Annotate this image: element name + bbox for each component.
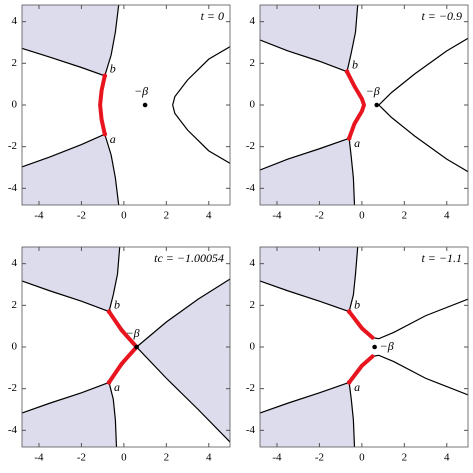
y-tick-label: 4 xyxy=(12,257,18,269)
x-tick-label: 2 xyxy=(402,210,408,222)
curve xyxy=(378,37,468,173)
panel: −β b a -4 -2 0 2 4 -4 -2 0 2 4 t = −1.1 xyxy=(246,246,469,464)
point xyxy=(372,344,377,350)
x-tick-label: -4 xyxy=(272,452,282,464)
y-tick-label: 0 xyxy=(250,341,256,353)
curve xyxy=(172,45,230,165)
x-tick-label: 2 xyxy=(402,452,408,464)
point xyxy=(346,380,352,385)
x-tick-label: 4 xyxy=(206,452,212,464)
x-tick-label: 0 xyxy=(359,452,365,464)
y-tick-label: 2 xyxy=(250,299,256,311)
y-tick-label: -4 xyxy=(246,424,256,436)
shaded-region xyxy=(22,133,120,205)
y-tick-label: -4 xyxy=(8,424,18,436)
point xyxy=(102,73,108,79)
y-tick-label: -4 xyxy=(246,182,256,194)
plot-area xyxy=(260,5,468,205)
y-tick-label: 4 xyxy=(250,15,256,27)
x-tick-label: 4 xyxy=(206,210,212,222)
point xyxy=(102,131,108,137)
point-label: a xyxy=(354,380,360,394)
y-tick-label: 4 xyxy=(12,15,18,27)
shaded-region xyxy=(22,5,120,77)
x-tick-label: -4 xyxy=(272,210,282,222)
y-tick-label: -2 xyxy=(246,382,255,394)
plot-area xyxy=(22,247,230,447)
panel: −β b a -4 -2 0 2 4 -4 -2 0 2 4 tc = −1.00054 xyxy=(8,246,231,464)
shaded-region xyxy=(22,247,121,313)
shaded-region xyxy=(260,5,359,73)
shaded-region xyxy=(135,278,230,443)
point xyxy=(134,344,139,350)
shaded-region xyxy=(260,137,356,205)
x-tick-label: -4 xyxy=(34,210,44,222)
x-tick-label: 0 xyxy=(121,452,127,464)
x-tick-label: -2 xyxy=(315,210,324,222)
plot-area xyxy=(22,5,230,205)
panel-title: t = −0.9 xyxy=(421,9,462,23)
point-label: b xyxy=(352,57,358,71)
point-label: −β xyxy=(134,84,148,98)
panel-title: t = 0 xyxy=(201,9,224,23)
panel-title: tc = −1.00054 xyxy=(154,251,224,265)
x-tick-label: 0 xyxy=(359,210,365,222)
y-tick-label: -2 xyxy=(8,140,17,152)
y-tick-label: -2 xyxy=(246,140,255,152)
branch-cut xyxy=(98,73,107,137)
point-label: b xyxy=(110,62,116,76)
x-tick-label: 2 xyxy=(164,452,170,464)
x-tick-label: -2 xyxy=(315,452,324,464)
point xyxy=(346,136,352,141)
y-tick-label: 2 xyxy=(12,299,18,311)
shaded-region xyxy=(260,381,356,447)
point xyxy=(142,102,148,108)
x-tick-label: 2 xyxy=(164,210,170,222)
panel-title: t = −1.1 xyxy=(421,251,462,265)
y-tick-label: -2 xyxy=(8,382,17,394)
branch-cut xyxy=(345,69,366,141)
shaded-region xyxy=(260,247,359,313)
branch-cut xyxy=(107,309,139,385)
x-tick-label: -2 xyxy=(77,452,86,464)
x-tick-label: -2 xyxy=(77,210,86,222)
point xyxy=(106,380,112,385)
point xyxy=(346,309,352,314)
point-label: a xyxy=(110,132,116,146)
point-label: b xyxy=(354,297,360,311)
shaded-region xyxy=(22,381,118,447)
y-tick-label: 2 xyxy=(250,57,256,69)
point-label: a xyxy=(354,136,360,150)
point xyxy=(106,309,112,314)
branch-cut xyxy=(347,309,375,340)
plot-area xyxy=(260,247,468,447)
panel: −β b a -4 -2 0 2 4 -4 -2 0 2 4 t = −0.9 xyxy=(246,4,469,222)
y-tick-label: 2 xyxy=(12,57,18,69)
y-tick-label: 0 xyxy=(12,99,18,111)
panel: −β b a -4 -2 0 2 4 -4 -2 0 2 4 t = 0 xyxy=(8,4,231,222)
point-label: −β xyxy=(366,84,380,98)
x-tick-label: -4 xyxy=(34,452,44,464)
branch-cut xyxy=(347,354,375,385)
point-label: −β xyxy=(126,326,140,340)
point-label: a xyxy=(114,380,120,394)
point xyxy=(374,102,380,108)
y-tick-label: 4 xyxy=(250,257,256,269)
x-tick-label: 0 xyxy=(121,210,127,222)
x-tick-label: 4 xyxy=(444,210,450,222)
y-tick-label: 0 xyxy=(250,99,256,111)
y-tick-label: 0 xyxy=(12,341,18,353)
point-label: −β xyxy=(380,339,394,353)
y-tick-label: -4 xyxy=(8,182,18,194)
x-tick-label: 4 xyxy=(444,452,450,464)
point-label: b xyxy=(114,297,120,311)
point xyxy=(344,69,350,74)
